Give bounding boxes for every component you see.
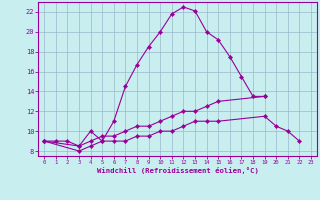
- X-axis label: Windchill (Refroidissement éolien,°C): Windchill (Refroidissement éolien,°C): [97, 167, 259, 174]
